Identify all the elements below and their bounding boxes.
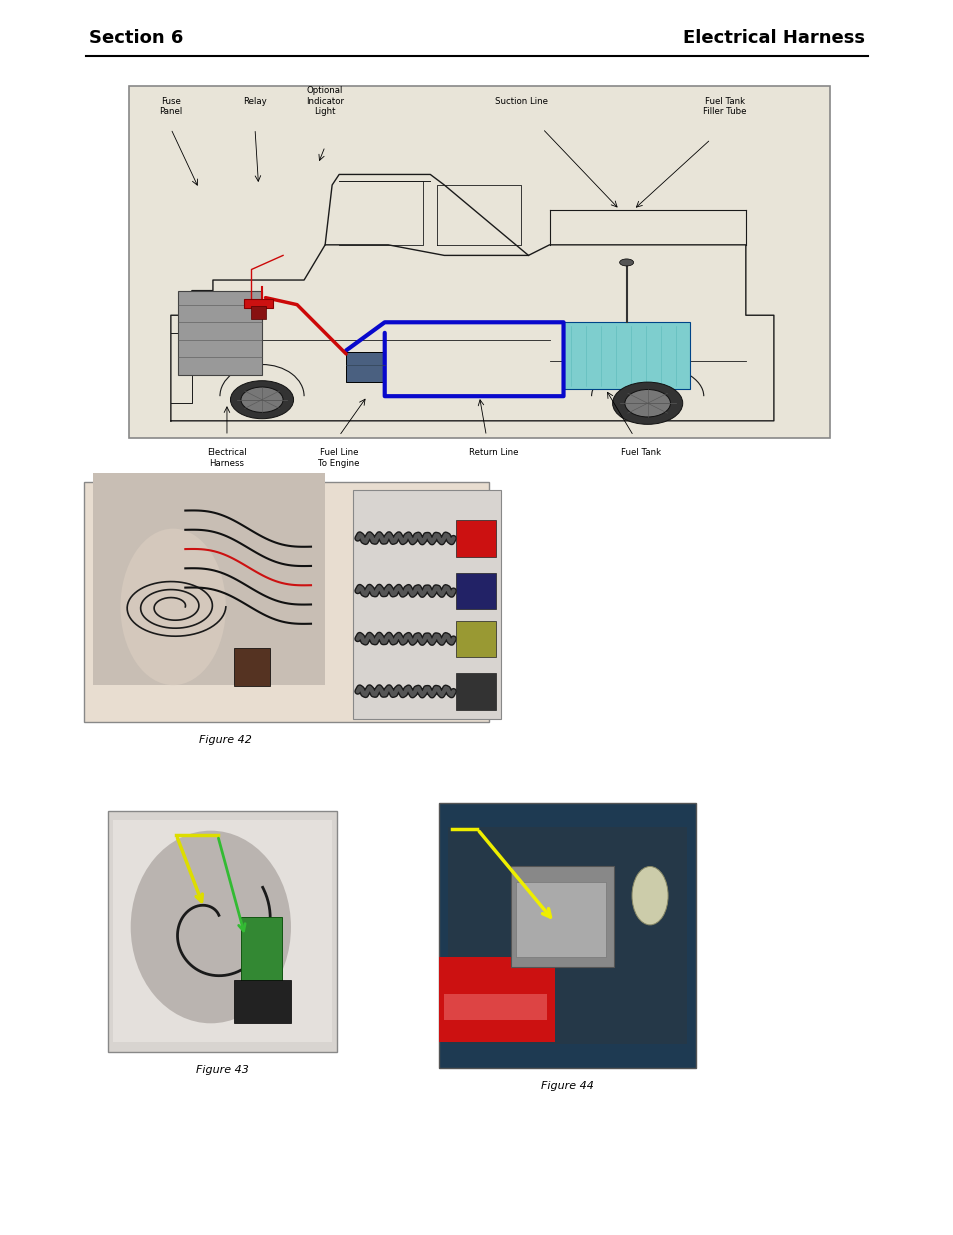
Bar [244, 299, 273, 309]
Bar [240, 918, 281, 984]
Text: Optional
Indicator
Light: Optional Indicator Light [306, 86, 344, 116]
Bar [563, 322, 689, 389]
Bar [233, 981, 291, 1024]
Text: Relay: Relay [243, 98, 267, 106]
Text: Fuel Line
To Engine: Fuel Line To Engine [318, 448, 359, 468]
Bar [448, 827, 686, 1044]
Bar [516, 882, 606, 957]
Text: Electrical Harness: Electrical Harness [682, 28, 864, 47]
Text: Electrical
Harness: Electrical Harness [207, 448, 247, 468]
Bar [129, 86, 829, 438]
Text: Return Line: Return Line [468, 448, 517, 457]
Bar [511, 867, 614, 967]
Bar [252, 306, 265, 319]
Text: Section 6: Section 6 [89, 28, 183, 47]
Text: Fuse
Panel: Fuse Panel [159, 98, 182, 116]
Bar [112, 820, 332, 1042]
Bar [346, 352, 384, 382]
Ellipse shape [631, 867, 667, 925]
Bar [456, 620, 496, 657]
Bar [438, 803, 696, 1068]
Bar [84, 482, 489, 722]
Bar [438, 957, 555, 1042]
Ellipse shape [619, 259, 633, 266]
Ellipse shape [624, 389, 670, 417]
Bar [177, 290, 262, 375]
Bar [456, 573, 496, 609]
Bar [93, 473, 324, 685]
Bar [456, 520, 496, 557]
Text: Figure 44: Figure 44 [540, 1081, 594, 1091]
Ellipse shape [120, 529, 226, 685]
Text: Fuel Tank: Fuel Tank [620, 448, 660, 457]
Bar [108, 811, 336, 1052]
Ellipse shape [612, 382, 682, 425]
Bar [233, 648, 271, 687]
Text: Figure 43: Figure 43 [195, 1065, 249, 1074]
Ellipse shape [131, 831, 291, 1024]
Bar [456, 673, 496, 710]
Text: Fuel Tank
Filler Tube: Fuel Tank Filler Tube [702, 98, 746, 116]
Text: Figure 42: Figure 42 [199, 735, 252, 745]
Text: Suction Line: Suction Line [495, 98, 547, 106]
Ellipse shape [231, 380, 294, 419]
Bar [353, 490, 500, 719]
Bar [443, 994, 546, 1020]
Ellipse shape [241, 387, 283, 412]
